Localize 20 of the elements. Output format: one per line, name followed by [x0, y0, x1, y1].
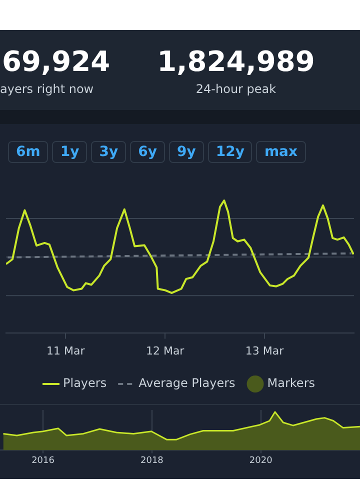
text: 12y: [208, 141, 252, 163]
legend-label: Markers: [267, 376, 316, 390]
legend-label: Players: [62, 376, 107, 390]
text: 1,824,989: [156, 45, 316, 78]
text: 9y: [168, 141, 204, 163]
x-tick-label: 2016: [32, 456, 55, 466]
text: 1y: [52, 141, 88, 163]
x-tick-label: 13 Mar: [245, 344, 284, 358]
x-tick-label: 2018: [140, 456, 164, 466]
legend-label: Average Players: [138, 376, 236, 390]
text: 69,924: [2, 45, 110, 78]
text: ayers right now: [0, 82, 94, 96]
text: max: [256, 141, 306, 163]
text: 24-hour peak: [194, 82, 278, 96]
text: 3y: [91, 141, 126, 163]
x-tick-label: 12 Mar: [146, 344, 185, 358]
x-tick-label: 2020: [249, 456, 273, 466]
x-tick-label: 11 Mar: [46, 344, 86, 358]
text: 6m: [8, 141, 48, 163]
text: 6y: [130, 141, 165, 163]
